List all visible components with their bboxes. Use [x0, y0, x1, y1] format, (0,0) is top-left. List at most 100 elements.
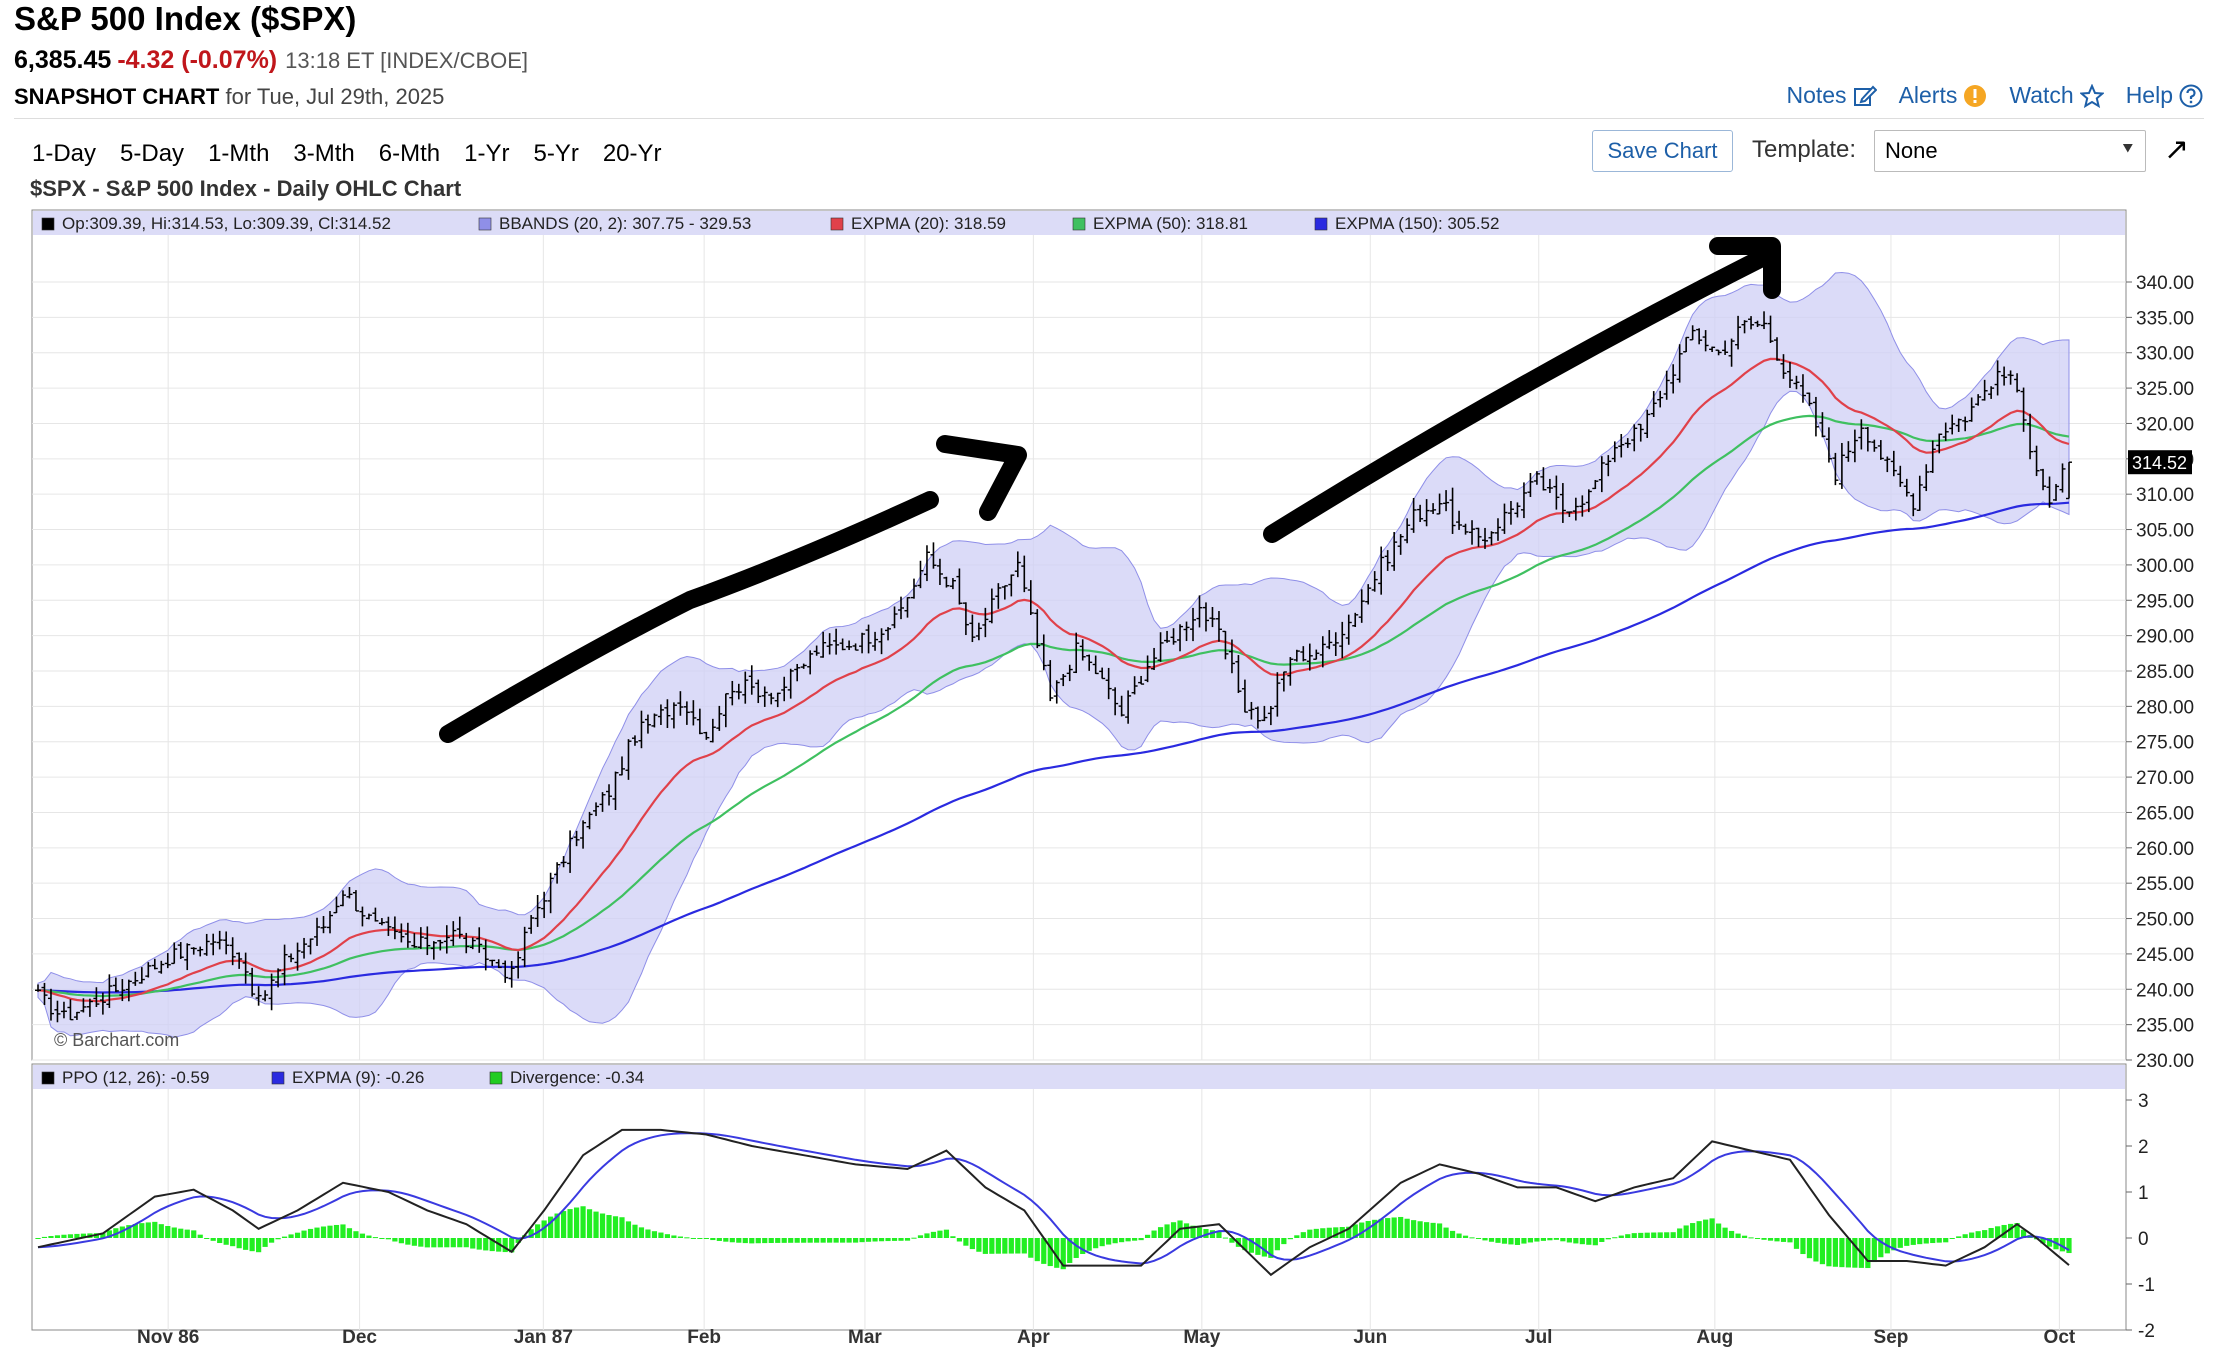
range-6-mth[interactable]: 6-Mth — [378, 140, 441, 167]
divergence-bar — [1281, 1238, 1287, 1245]
range-1-mth[interactable]: 1-Mth — [208, 140, 270, 167]
divergence-bar — [548, 1216, 554, 1238]
help-link[interactable]: Help — [2126, 82, 2203, 109]
divergence-bar — [1631, 1233, 1637, 1238]
divergence-bar — [606, 1215, 612, 1238]
range-1-yr[interactable]: 1-Yr — [464, 140, 510, 167]
divergence-bar — [768, 1238, 774, 1244]
y-tick-label: 295.00 — [2136, 591, 2194, 612]
range-5-yr[interactable]: 5-Yr — [533, 140, 579, 167]
header-divider — [14, 118, 2204, 119]
divergence-bar — [411, 1238, 417, 1246]
divergence-bar — [41, 1236, 48, 1238]
ind-y-tick-label: -2 — [2138, 1321, 2155, 1342]
divergence-bar — [976, 1238, 982, 1252]
divergence-bar — [1813, 1238, 1819, 1262]
y-tick-label: 245.00 — [2136, 945, 2194, 966]
divergence-bar — [1456, 1233, 1462, 1238]
divergence-bar — [2014, 1223, 2020, 1238]
divergence-bar — [100, 1233, 106, 1238]
divergence-bar — [372, 1237, 379, 1239]
divergence-bar — [230, 1238, 236, 1247]
divergence-bar — [1690, 1223, 1696, 1238]
divergence-bar — [1910, 1238, 1916, 1245]
divergence-bar — [612, 1216, 619, 1238]
divergence-bar — [820, 1238, 826, 1243]
divergence-bar — [1832, 1238, 1839, 1267]
x-tick-label: Feb — [687, 1327, 721, 1348]
divergence-bar — [249, 1238, 255, 1252]
divergence-bar — [1982, 1230, 1988, 1238]
divergence-bar — [1060, 1238, 1066, 1270]
y-tick-label: 305.00 — [2136, 521, 2194, 542]
divergence-bar — [1709, 1218, 1715, 1238]
save-chart-button[interactable]: Save Chart — [1592, 130, 1733, 172]
ema-50-line — [37, 414, 2070, 998]
range-1-day[interactable]: 1-Day — [32, 140, 97, 167]
legend-label: EXPMA (50): 318.81 — [1093, 214, 1248, 233]
annotation-arrow-1 — [439, 491, 939, 743]
divergence-bar — [204, 1238, 210, 1239]
divergence-bar — [1313, 1228, 1319, 1238]
divergence-bar — [788, 1238, 794, 1243]
divergence-bar — [846, 1238, 852, 1243]
template-select[interactable]: None ⯆ — [1874, 130, 2146, 172]
alerts-label: Alerts — [1898, 82, 1958, 108]
divergence-bar — [1404, 1218, 1410, 1238]
divergence-bar — [917, 1235, 924, 1238]
divergence-bar — [736, 1238, 742, 1243]
divergence-bar — [1644, 1232, 1650, 1238]
divergence-bar — [729, 1238, 735, 1243]
divergence-bar — [1677, 1228, 1683, 1238]
divergence-bar — [664, 1234, 671, 1238]
alerts-link[interactable]: Alerts — [1899, 82, 1988, 109]
divergence-bar — [1573, 1238, 1579, 1244]
divergence-bar — [904, 1238, 911, 1241]
divergence-bar — [1748, 1237, 1754, 1239]
divergence-bar — [1852, 1238, 1858, 1268]
legend-swatch — [1314, 217, 1328, 231]
divergence-bar — [178, 1228, 184, 1238]
divergence-bar — [1482, 1238, 1488, 1241]
divergence-bar — [1605, 1238, 1611, 1240]
divergence-bar — [1962, 1234, 1968, 1238]
divergence-bar — [625, 1221, 632, 1238]
y-tick-label: 330.00 — [2136, 344, 2194, 365]
divergence-bar — [1229, 1238, 1235, 1243]
divergence-bar — [1728, 1230, 1735, 1238]
range-20-yr[interactable]: 20-Yr — [602, 140, 662, 167]
legend-label: EXPMA (20): 318.59 — [851, 214, 1006, 233]
divergence-bar — [1754, 1238, 1761, 1239]
divergence-bar — [807, 1238, 813, 1243]
divergence-bar — [651, 1231, 658, 1238]
ind-legend-label: PPO (12, 26): -0.59 — [62, 1068, 209, 1087]
divergence-bar — [638, 1227, 645, 1238]
legend-swatch — [830, 217, 844, 231]
range-3-mth[interactable]: 3-Mth — [293, 140, 355, 167]
divergence-bar — [119, 1226, 125, 1238]
divergence-bar — [1008, 1238, 1014, 1254]
price-change: -4.32 (-0.07%) — [117, 46, 278, 74]
indicator-legend-bar — [33, 1065, 2125, 1089]
notes-link[interactable]: Notes — [1786, 82, 1877, 109]
divergence-bar — [346, 1228, 353, 1238]
divergence-bar — [236, 1238, 242, 1249]
divergence-bar — [1352, 1224, 1358, 1238]
divergence-bar — [950, 1236, 956, 1238]
watch-link[interactable]: Watch — [2009, 82, 2104, 109]
divergence-bar — [891, 1238, 898, 1241]
divergence-bar — [554, 1213, 560, 1238]
divergence-bar — [937, 1230, 943, 1238]
divergence-bar — [632, 1224, 638, 1238]
expand-arrow-icon[interactable]: ↗ — [2164, 133, 2190, 166]
divergence-bar — [1222, 1237, 1229, 1239]
divergence-bar — [1897, 1238, 1903, 1248]
range-5-day[interactable]: 5-Day — [120, 140, 185, 167]
divergence-bar — [1093, 1238, 1099, 1249]
divergence-bar — [1054, 1238, 1060, 1268]
divergence-bar — [1216, 1231, 1222, 1238]
divergence-bar — [1936, 1238, 1942, 1243]
divergence-bar — [794, 1238, 800, 1243]
divergence-bar — [1586, 1238, 1592, 1245]
divergence-bar — [1391, 1217, 1397, 1238]
